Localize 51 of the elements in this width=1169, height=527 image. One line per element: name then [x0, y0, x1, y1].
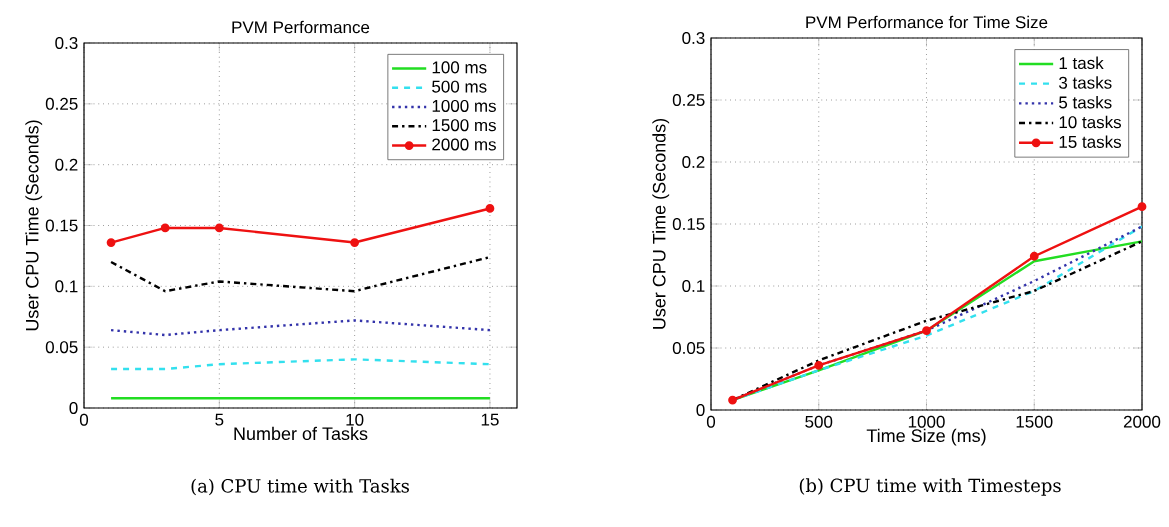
- x-tick-label: 5: [215, 413, 224, 426]
- chart-title: PVM Performance for Time Size: [806, 15, 1048, 29]
- point: [1137, 202, 1147, 212]
- point: [922, 326, 931, 336]
- legend-label: 5 tasks: [1059, 95, 1112, 109]
- y-tick-label: 0.25: [672, 94, 705, 107]
- legend-label: 3 tasks: [1059, 76, 1112, 89]
- legend-label: 1000 ms: [432, 99, 496, 112]
- y-axis-title: User CPU Time (Seconds): [652, 118, 670, 329]
- x-tick-label: 15: [481, 413, 499, 426]
- x-tick-label: 0: [79, 413, 89, 426]
- legend-label: 1 task: [1059, 56, 1104, 70]
- chart-title: PVM Performance: [232, 20, 370, 34]
- legend-label: 500 ms: [432, 80, 487, 93]
- point: [485, 204, 495, 213]
- text: (a) CPU time with Tasks: [191, 478, 409, 496]
- point: [350, 238, 360, 247]
- x-axis-title: Time Size (ms): [866, 428, 986, 446]
- x-tick-label: 2000: [1123, 415, 1161, 428]
- legend-label: 1500 ms: [432, 119, 496, 132]
- y-tick-label: 0.15: [672, 218, 705, 231]
- legend-label: 100 ms: [432, 61, 487, 74]
- y-tick-label: 0.25: [45, 97, 78, 110]
- point: [814, 360, 824, 370]
- point: [214, 223, 224, 233]
- y-axis-title: User CPU Time (Seconds): [25, 120, 43, 331]
- x-tick-label: 500: [805, 415, 833, 428]
- legend-label: 2000 ms: [432, 138, 496, 151]
- y-tick-label: 0.05: [45, 341, 78, 354]
- y-tick-label: 0.3: [55, 37, 78, 50]
- legend-label: 15 tasks: [1059, 135, 1122, 148]
- x-tick-label: 10: [346, 413, 364, 426]
- y-tick-label: 0: [696, 404, 705, 417]
- y-tick-label: 0.1: [55, 280, 78, 293]
- point: [728, 395, 737, 405]
- y-tick-label: 0.1: [682, 280, 705, 293]
- x-tick-label: 0: [706, 415, 716, 428]
- legend-label: 10 tasks: [1059, 115, 1122, 129]
- y-tick-label: 0.05: [672, 342, 705, 355]
- point: [1029, 251, 1039, 261]
- point: [160, 223, 170, 233]
- y-tick-label: 0.15: [45, 219, 78, 232]
- x-tick-label: 1500: [1016, 415, 1053, 428]
- text: (b) CPU time with Timesteps: [799, 478, 1061, 496]
- y-tick-label: 0.3: [682, 32, 705, 45]
- point: [106, 238, 116, 247]
- x-tick-label: 1000: [908, 415, 945, 428]
- y-tick-label: 0: [69, 401, 78, 415]
- x-axis-title: Number of Tasks: [234, 426, 368, 441]
- y-tick-label: 0.2: [682, 156, 705, 169]
- y-tick-label: 0.2: [55, 158, 78, 171]
